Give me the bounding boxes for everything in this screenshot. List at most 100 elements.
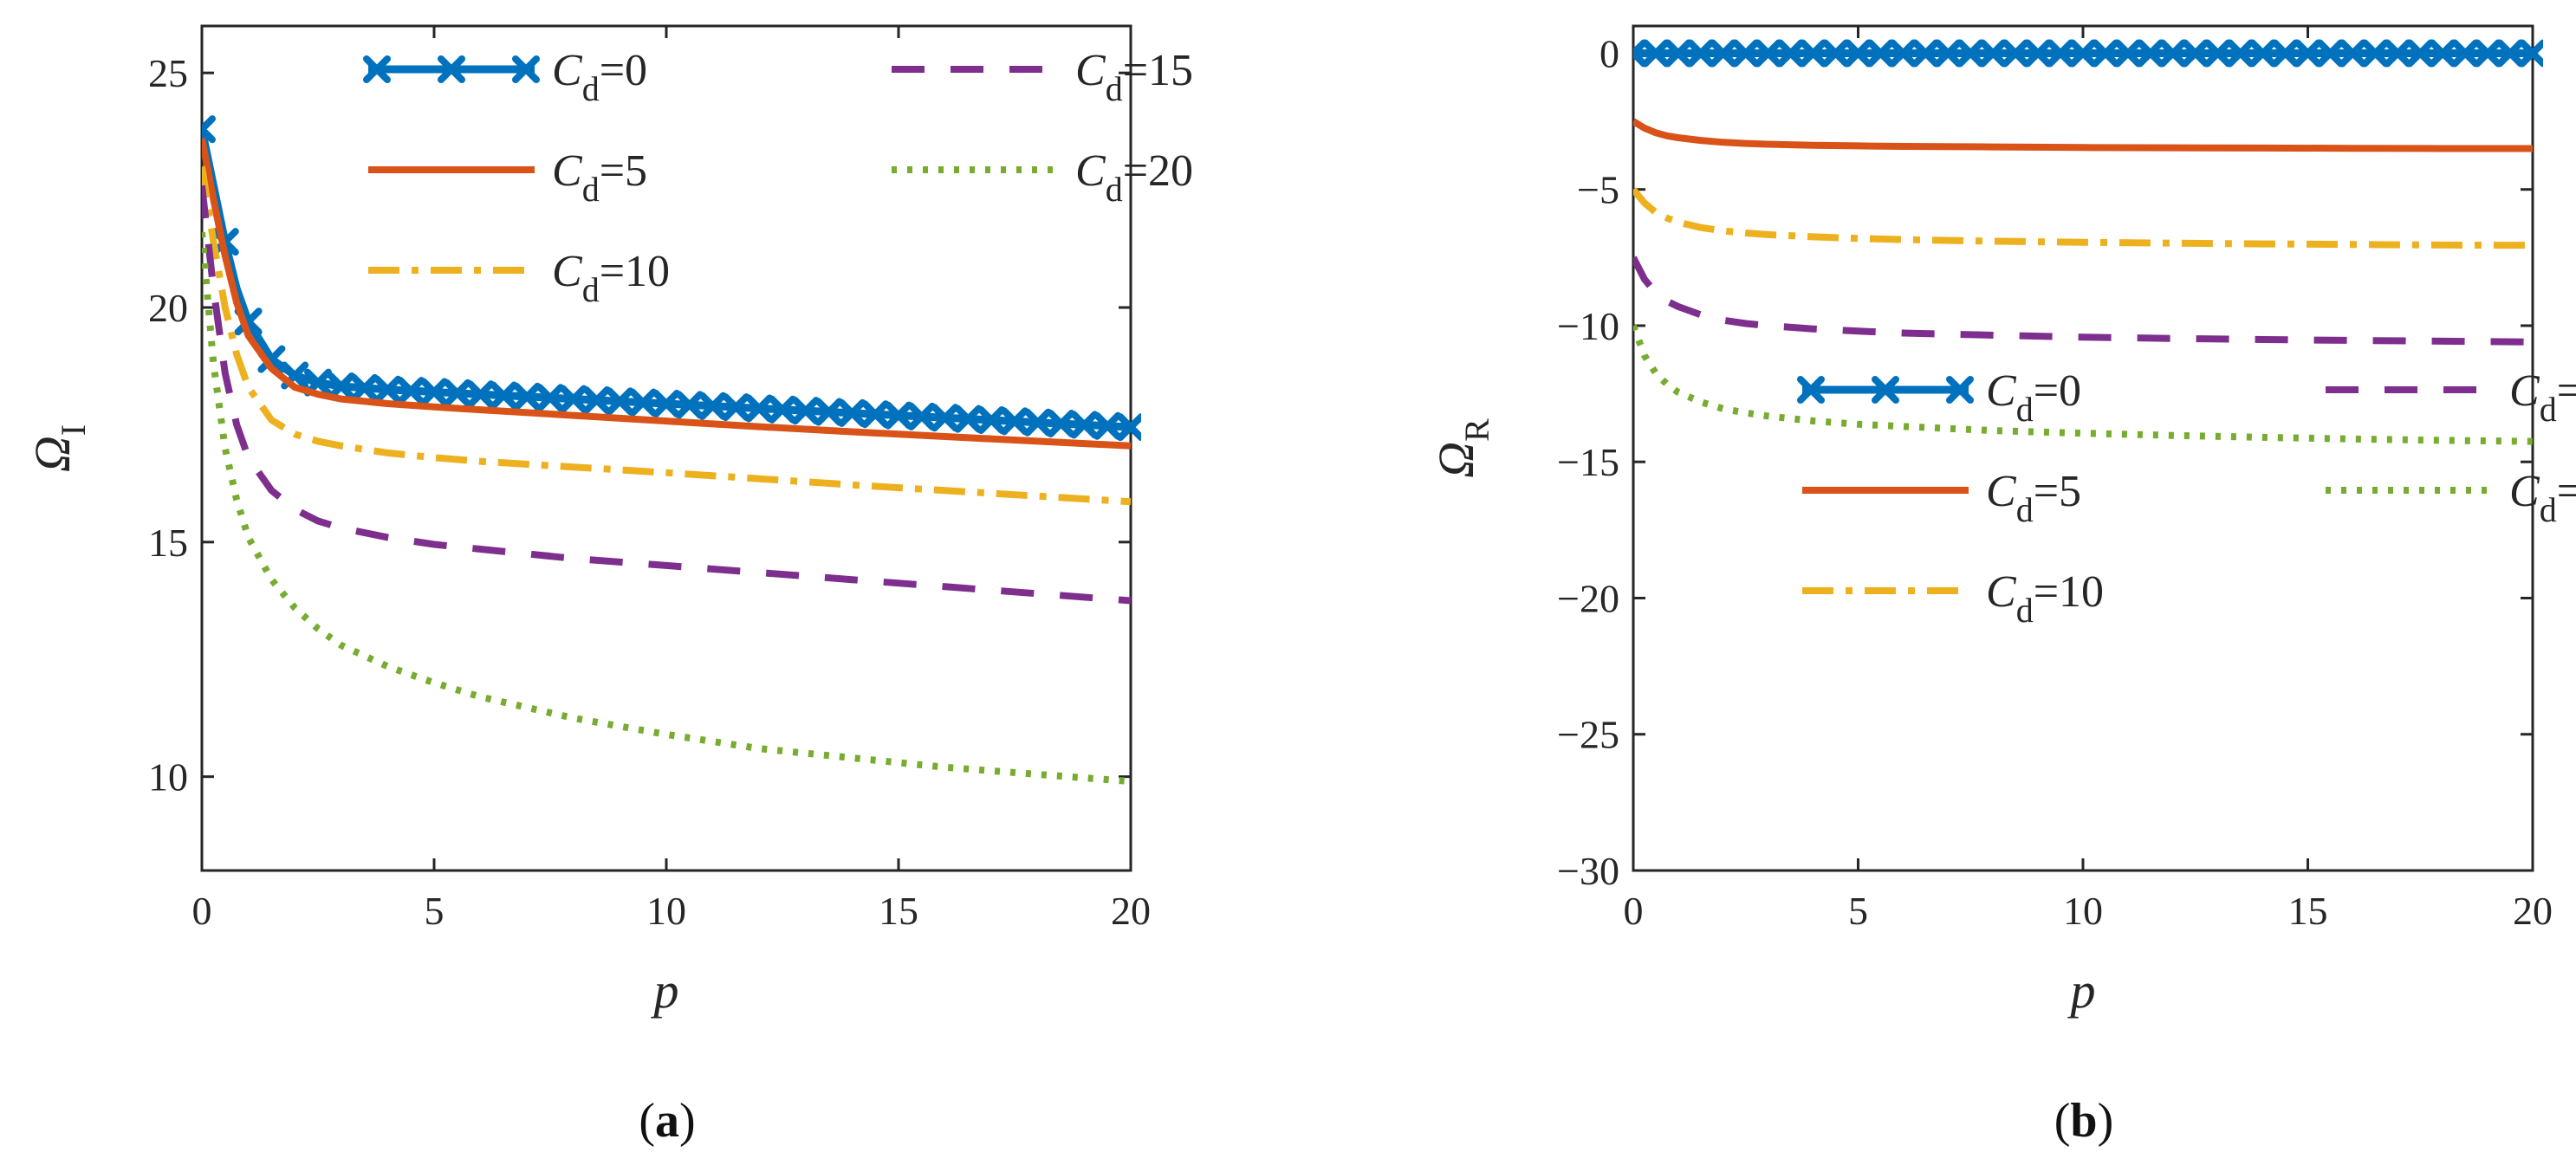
- y-tick-label: −15: [1557, 440, 1619, 484]
- x-axis-label: p: [2067, 962, 2096, 1019]
- legend-label-sub: d: [582, 270, 600, 309]
- data-point-marker: [1641, 39, 1670, 68]
- data-point-marker: [2226, 39, 2255, 68]
- data-point-marker: [2136, 39, 2164, 68]
- data-point-marker: [2002, 39, 2030, 68]
- data-point-marker: [2474, 39, 2502, 68]
- data-point-marker: [629, 388, 658, 417]
- x-tick-label: 15: [879, 889, 918, 933]
- data-point-marker: [2091, 39, 2119, 68]
- data-point-marker: [1070, 411, 1099, 439]
- caption-letter: a: [655, 1094, 679, 1148]
- data-point-marker: [2519, 39, 2543, 68]
- x-tick-label: 10: [646, 889, 686, 933]
- data-point-marker: [1731, 39, 1760, 68]
- legend-marker: [1946, 376, 1974, 404]
- data-point-marker: [1934, 39, 1963, 68]
- data-point-marker: [769, 395, 796, 424]
- data-point-marker: [2451, 39, 2480, 68]
- legend-marker: [438, 55, 465, 83]
- legend-label-symbol: C: [1075, 146, 1106, 196]
- legend-label: Cd=15: [1075, 46, 1193, 108]
- data-point-marker: [2339, 39, 2367, 68]
- data-point-marker: [606, 387, 634, 416]
- data-point-marker: [2294, 39, 2322, 68]
- data-point-marker: [2361, 39, 2390, 68]
- series-line-cd-10: [202, 165, 1132, 506]
- y-tick-label: 20: [148, 286, 188, 330]
- legend-label-symbol: C: [1986, 366, 2017, 416]
- data-point-marker: [2406, 39, 2435, 68]
- data-point-marker: [1866, 39, 1895, 68]
- y-tick-label: −20: [1557, 576, 1619, 620]
- legend-label-value: =0: [600, 46, 647, 95]
- data-point-marker: [1093, 411, 1122, 440]
- series-line-cd-5: [202, 138, 1132, 450]
- legend-label-sub: d: [582, 170, 600, 209]
- legend-label: Cd=0: [552, 46, 647, 108]
- data-point-marker: [1023, 408, 1052, 437]
- data-point-marker: [2496, 39, 2525, 68]
- legend-label-value: =10: [2034, 567, 2104, 617]
- x-tick-label: 5: [1848, 889, 1868, 933]
- legend-label-sub: d: [2016, 591, 2034, 630]
- data-point-marker: [861, 400, 890, 429]
- data-point-marker: [536, 384, 564, 412]
- data-point-marker: [698, 392, 727, 420]
- series-line-cd-10: [1633, 187, 2534, 249]
- legend-label-sub: d: [2016, 390, 2034, 429]
- legend-label: Cd=10: [1986, 567, 2104, 630]
- data-point-marker: [2158, 39, 2187, 68]
- legend-label-sub: d: [2540, 390, 2557, 429]
- y-axis-label: ΩR: [1428, 418, 1496, 478]
- legend-label: Cd=20: [2509, 467, 2576, 529]
- y-tick-label: −30: [1557, 849, 1619, 893]
- data-point-marker: [1633, 39, 1647, 68]
- legend-label-symbol: C: [552, 247, 583, 296]
- panel-caption: (b): [2054, 1094, 2113, 1148]
- caption-letter: b: [2070, 1094, 2097, 1148]
- series-line-cd-20: [202, 231, 1132, 786]
- y-axis-label-symbol: Ω: [1428, 442, 1484, 478]
- y-tick-label: 25: [148, 51, 188, 95]
- x-tick-label: 15: [2288, 889, 2328, 933]
- legend-label-sub: d: [1106, 69, 1123, 108]
- data-point-marker: [2113, 39, 2142, 68]
- data-point-marker: [977, 406, 1006, 434]
- caption-close: ): [679, 1094, 696, 1148]
- data-point-marker: [1889, 39, 1917, 68]
- data-point-marker: [1117, 413, 1141, 442]
- data-point-marker: [1911, 39, 1940, 68]
- data-point-marker: [745, 394, 774, 423]
- legend-label: Cd=5: [1986, 467, 2081, 529]
- data-point-marker: [350, 373, 379, 402]
- caption-open: (: [2054, 1094, 2071, 1148]
- y-axis-label-symbol: Ω: [24, 436, 81, 472]
- data-point-marker: [1776, 39, 1805, 68]
- data-point-marker: [2047, 39, 2075, 68]
- data-point-marker: [2024, 39, 2053, 68]
- series-line-cd-15: [202, 184, 1132, 605]
- legend-marker: [512, 55, 540, 83]
- data-point-marker: [2316, 39, 2345, 68]
- data-point-marker: [2203, 39, 2232, 68]
- y-axis-label-sub: I: [54, 424, 93, 436]
- data-point-marker: [202, 115, 216, 144]
- legend-label-symbol: C: [1075, 46, 1106, 95]
- y-tick-label: −25: [1557, 713, 1619, 757]
- x-tick-label: 0: [192, 889, 212, 933]
- series-group: [1633, 39, 2543, 445]
- legend-label-sub: d: [1106, 170, 1123, 209]
- y-axis-label: ΩI: [24, 424, 93, 472]
- legend-marker: [1872, 376, 1899, 404]
- legend-label-value: =10: [600, 247, 670, 296]
- data-point-marker: [2248, 39, 2277, 68]
- legend-label-sub: d: [2016, 490, 2034, 529]
- y-tick-label: 10: [148, 755, 188, 799]
- panel-caption: (a): [639, 1094, 695, 1148]
- data-point-marker: [2384, 39, 2412, 68]
- data-point-marker: [675, 391, 704, 419]
